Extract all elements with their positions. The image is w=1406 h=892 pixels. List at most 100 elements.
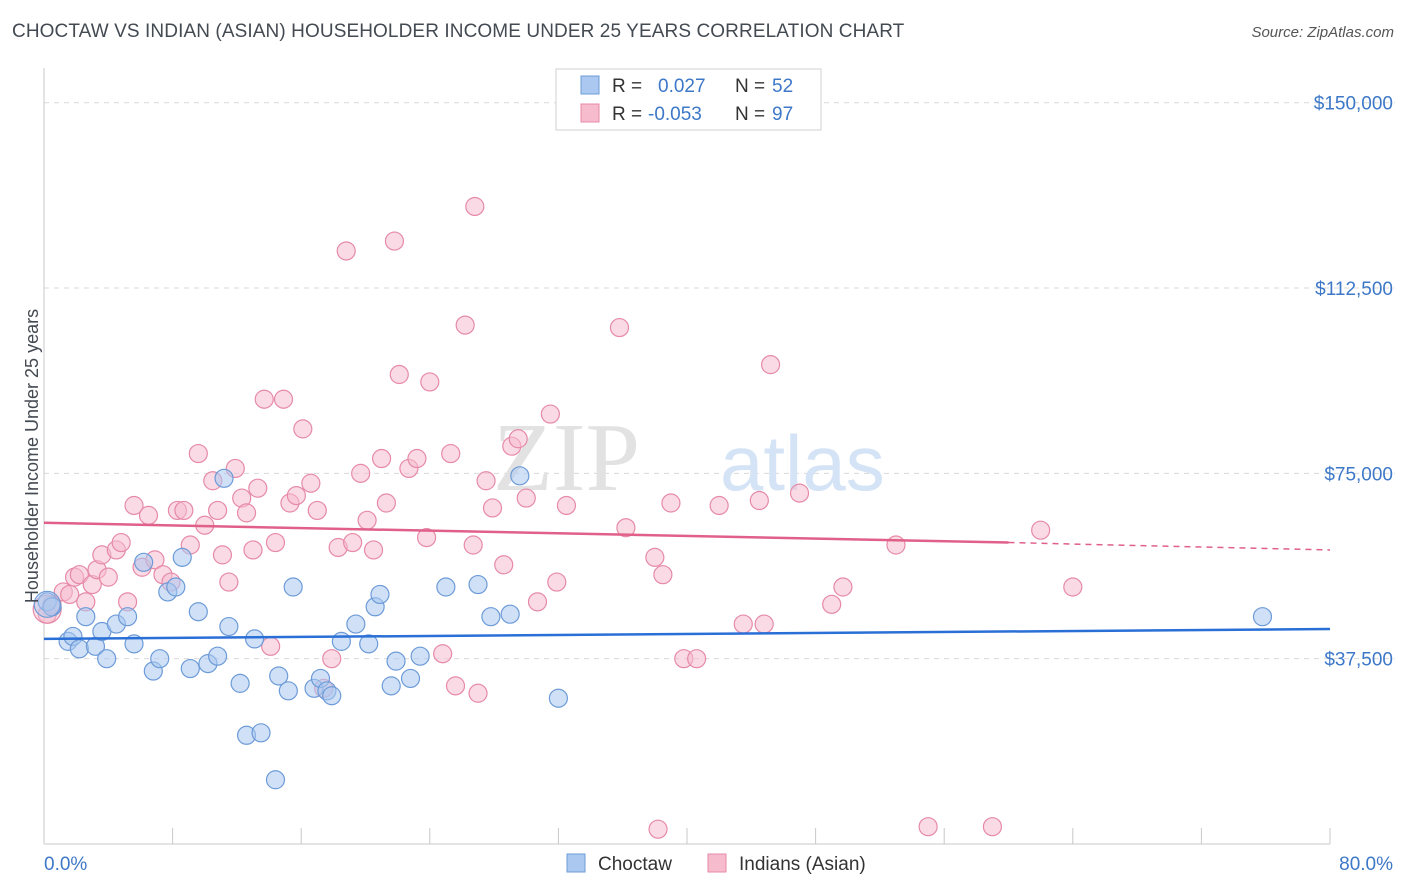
legend-n-label-indians: N = [735,104,765,125]
data-point-choctaw [150,649,170,669]
data-point-choctaw [346,614,366,634]
data-point-indians-asian [833,577,853,597]
data-point-choctaw [283,577,303,597]
legend-swatch-indians [580,103,600,123]
data-point-indians-asian [389,364,409,385]
data-point-indians-asian [648,819,668,839]
data-point-choctaw [219,616,239,637]
data-point-choctaw [322,686,342,706]
data-point-choctaw [510,466,530,486]
data-point-indians-asian [336,241,356,261]
data-point-indians-asian [371,448,392,469]
data-point-indians-asian [1063,577,1083,597]
data-point-indians-asian [476,471,496,491]
data-point-indians-asian [616,518,636,538]
legend-r-value-indians: -0.053 [648,104,702,125]
data-point-indians-asian [508,429,528,449]
legend-swatch-choctaw [580,75,600,95]
data-point-choctaw [244,629,265,649]
data-point-indians-asian [661,493,681,513]
data-point-indians-asian [322,649,342,669]
bottom-legend-choctaw: Choctaw [598,854,672,875]
data-point-indians-asian [363,540,384,560]
chart-source: Source: ZipAtlas.com [1251,24,1394,41]
data-point-choctaw [331,631,351,651]
data-point-choctaw [370,584,390,605]
data-point-indians-asian [465,196,485,217]
data-point-indians-asian [124,495,144,516]
data-point-indians-asian [60,584,80,605]
data-point-choctaw [180,658,200,679]
data-point-indians-asian [174,500,194,521]
data-point-indians-asian [547,572,567,592]
y-tick-label: $75,000 [1324,464,1393,485]
data-point-choctaw [359,634,379,654]
data-point-indians-asian [236,503,257,523]
data-point-indians-asian [416,527,437,548]
trend-line-indians-asian [43,521,1009,544]
legend-r-value-choctaw: 0.027 [658,76,706,97]
data-point-indians-asian [653,565,673,585]
data-point-indians-asian [98,567,118,587]
data-point-indians-asian [556,495,577,516]
data-point-indians-asian [982,817,1003,837]
data-point-indians-asian [69,565,89,585]
series-choctaw [33,466,1273,790]
data-point-indians-asian [540,404,560,424]
watermark-zip: ZIP [493,404,640,512]
data-point-indians-asian [749,490,769,511]
data-point-indians-asian [609,317,630,338]
data-point-choctaw [166,577,186,597]
data-point-indians-asian [407,448,427,469]
data-point-indians-asian [468,683,488,703]
data-point-indians-asian [188,443,208,464]
data-point-choctaw [436,577,456,597]
data-point-indians-asian [455,315,475,335]
data-point-indians-asian [254,389,274,409]
data-point-indians-asian [301,473,321,493]
data-point-indians-asian [527,592,548,612]
data-point-choctaw [251,723,271,743]
data-point-choctaw [548,688,569,708]
data-point-choctaw [172,547,192,567]
data-point-choctaw [188,602,208,622]
data-point-indians-asian [293,419,313,439]
data-point-indians-asian [441,443,461,464]
data-point-choctaw [208,646,228,666]
grid-lines [44,102,1395,660]
data-point-indians-asian [138,505,159,525]
data-point-choctaw [400,668,421,689]
trend-line-choctaw [43,627,1331,641]
watermark: ZIP atlas [493,404,885,512]
series-legend: Choctaw Indians (Asian) [566,853,866,875]
series-indians-asian [32,196,1083,839]
data-point-indians-asian [243,540,263,560]
data-point-indians-asian [918,817,938,837]
legend-n-value-indians: 97 [772,104,793,125]
data-point-indians-asian [351,463,371,483]
data-point-indians-asian [433,644,453,664]
data-point-choctaw [230,673,250,693]
data-point-choctaw [278,681,298,701]
bottom-legend-swatch-choctaw [566,853,586,873]
y-tick-labels: $37,500 $75,000 $112,500 $150,000 [1314,94,1393,671]
data-point-indians-asian [219,572,239,592]
bottom-legend-indians: Indians (Asian) [739,854,866,875]
y-axis-label: Householder Income Under 25 years [22,309,42,603]
data-point-indians-asian [307,500,327,521]
legend-n-label-choctaw: N = [735,76,765,97]
data-point-choctaw [69,639,89,659]
data-point-choctaw [97,649,117,669]
data-point-indians-asian [376,493,396,513]
data-point-indians-asian [463,535,483,555]
data-point-indians-asian [1031,520,1051,540]
legend-r-label-indians: R = [612,104,642,125]
data-point-indians-asian [494,555,514,575]
data-point-choctaw [381,676,401,696]
data-point-indians-asian [886,535,906,555]
data-point-indians-asian [789,483,810,503]
y-tick-label: $37,500 [1324,650,1393,671]
trend-lines [43,521,1331,641]
correlation-legend: R = 0.027 N = 52 R = -0.053 N = 97 [555,68,822,131]
